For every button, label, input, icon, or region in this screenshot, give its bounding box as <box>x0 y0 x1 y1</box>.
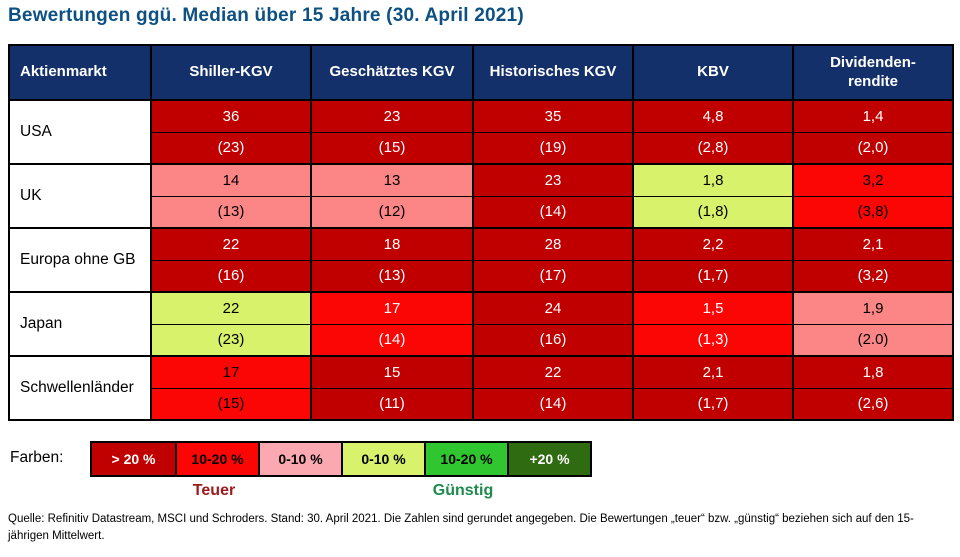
median-cell: (23) <box>150 131 312 165</box>
column-header: Historisches KGV <box>472 44 634 101</box>
median-cell: (13) <box>310 259 474 293</box>
median-cell: (1,7) <box>632 387 794 421</box>
table-row-value: Europa ohne GB 22 18 28 2,2 2,1 <box>8 227 954 293</box>
legend-swatch: 10-20 % <box>424 443 507 475</box>
market-label: Schwellenländer <box>8 355 152 421</box>
column-header: Shiller-KGV <box>150 44 312 101</box>
median-cell: (2.0) <box>792 323 954 357</box>
legend-swatch: +20 % <box>507 443 590 475</box>
value-cell: 13 <box>310 163 474 197</box>
market-label: UK <box>8 163 152 229</box>
median-cell: (2,0) <box>792 131 954 165</box>
median-cell: (23) <box>150 323 312 357</box>
figure-title: Bewertungen ggü. Median über 15 Jahre (3… <box>8 5 524 26</box>
table-row-value: Schwellenländer 17 15 22 2,1 1,8 <box>8 355 954 421</box>
median-cell: (15) <box>310 131 474 165</box>
median-cell: (13) <box>150 195 312 229</box>
valuation-table: Aktienmarkt Shiller-KGV Geschätztes KGV His… <box>8 44 954 421</box>
value-cell: 17 <box>150 355 312 389</box>
median-cell: (1,8) <box>632 195 794 229</box>
median-cell: (14) <box>310 323 474 357</box>
value-cell: 15 <box>310 355 474 389</box>
table-row-median: (23) (15) (19) (2,8) (2,0) <box>9 131 954 165</box>
legend-cheap-label: Günstig <box>432 482 494 499</box>
column-header: KBV <box>632 44 794 101</box>
legend-swatch-bar: > 20 % 10-20 % 0-10 % 0-10 % 10-20 % +20 % <box>90 441 592 477</box>
median-cell: (1,3) <box>632 323 794 357</box>
value-cell: 23 <box>310 99 474 133</box>
column-header: Dividenden- rendite <box>792 44 954 101</box>
median-cell: (19) <box>472 131 634 165</box>
legend-captions: Teuer Günstig <box>0 482 960 502</box>
value-cell: 1,4 <box>792 99 954 133</box>
median-cell: (2,8) <box>632 131 794 165</box>
market-label: Europa ohne GB <box>8 227 152 293</box>
value-cell: 22 <box>472 355 634 389</box>
value-cell: 36 <box>150 99 312 133</box>
median-cell: (16) <box>150 259 312 293</box>
legend-swatch: 10-20 % <box>175 443 258 475</box>
table-row-median: (16) (13) (17) (1,7) (3,2) <box>9 259 954 293</box>
market-label: Japan <box>8 291 152 357</box>
value-cell: 2,1 <box>632 355 794 389</box>
table-header-row: Aktienmarkt Shiller-KGV Geschätztes KGV His… <box>8 44 954 101</box>
value-cell: 23 <box>472 163 634 197</box>
value-cell: 22 <box>150 227 312 261</box>
value-cell: 28 <box>472 227 634 261</box>
median-cell: (14) <box>472 387 634 421</box>
market-label: USA <box>8 99 152 165</box>
median-cell: (16) <box>472 323 634 357</box>
value-cell: 2,2 <box>632 227 794 261</box>
table-row-median: (15) (11) (14) (1,7) (2,6) <box>9 387 954 421</box>
table-row-value: UK 14 13 23 1,8 3,2 <box>8 163 954 229</box>
value-cell: 4,8 <box>632 99 794 133</box>
legend-swatch: 0-10 % <box>258 443 341 475</box>
median-cell: (11) <box>310 387 474 421</box>
value-cell: 1,8 <box>632 163 794 197</box>
column-header-market: Aktienmarkt <box>8 44 152 101</box>
value-cell: 1,9 <box>792 291 954 325</box>
value-cell: 1,8 <box>792 355 954 389</box>
legend-swatch: > 20 % <box>92 443 175 475</box>
value-cell: 3,2 <box>792 163 954 197</box>
median-cell: (3,8) <box>792 195 954 229</box>
value-cell: 14 <box>150 163 312 197</box>
median-cell: (12) <box>310 195 474 229</box>
median-cell: (15) <box>150 387 312 421</box>
value-cell: 18 <box>310 227 474 261</box>
value-cell: 2,1 <box>792 227 954 261</box>
table-row-value: Japan 22 17 24 1,5 1,9 <box>8 291 954 357</box>
median-cell: (2,6) <box>792 387 954 421</box>
value-cell: 22 <box>150 291 312 325</box>
value-cell: 35 <box>472 99 634 133</box>
table-row-median: (23) (14) (16) (1,3) (2.0) <box>9 323 954 357</box>
legend-prefix-label: Farben: <box>10 449 64 466</box>
value-cell: 24 <box>472 291 634 325</box>
legend-swatch: 0-10 % <box>341 443 424 475</box>
legend-expensive-label: Teuer <box>192 482 236 499</box>
column-header: Geschätztes KGV <box>310 44 474 101</box>
table-row-value: USA 36 23 35 4,8 1,4 <box>8 99 954 165</box>
value-cell: 17 <box>310 291 474 325</box>
median-cell: (3,2) <box>792 259 954 293</box>
value-cell: 1,5 <box>632 291 794 325</box>
median-cell: (14) <box>472 195 634 229</box>
median-cell: (1,7) <box>632 259 794 293</box>
median-cell: (17) <box>472 259 634 293</box>
source-note: Quelle: Refinitiv Datastream, MSCI und S… <box>8 513 914 542</box>
table-row-median: (13) (12) (14) (1,8) (3,8) <box>9 195 954 229</box>
